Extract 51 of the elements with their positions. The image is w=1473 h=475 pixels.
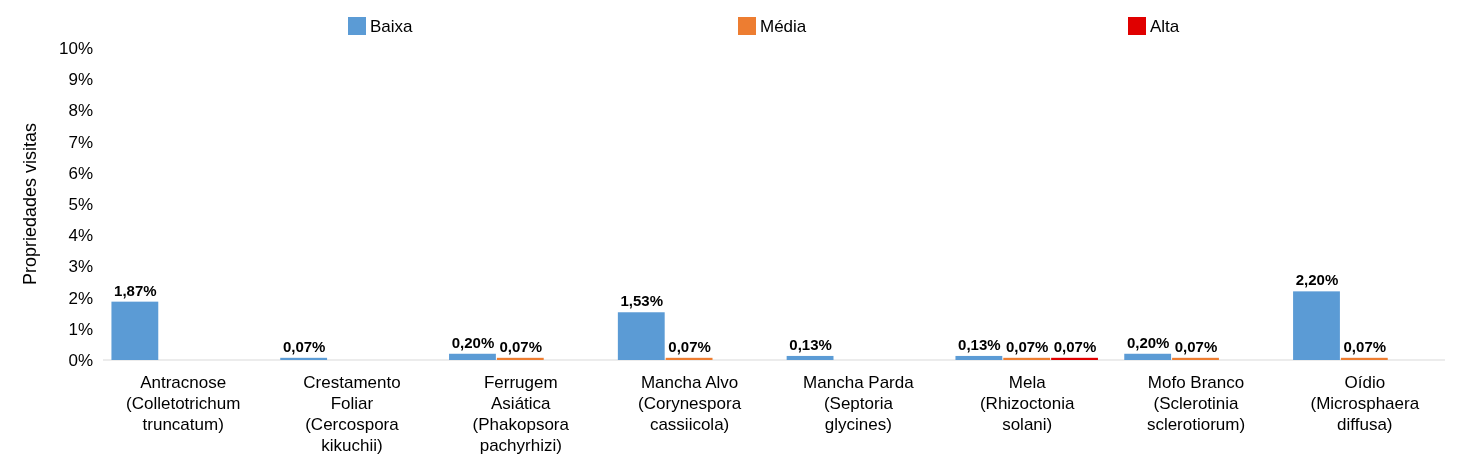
data-label: 2,20% xyxy=(1295,271,1339,289)
y-tick-label: 0% xyxy=(68,350,93,370)
bar xyxy=(1003,357,1051,360)
legend-label: Baixa xyxy=(370,16,414,36)
bar xyxy=(496,357,544,360)
data-label: 0,13% xyxy=(789,335,832,353)
data-label: 0,13% xyxy=(958,335,1001,353)
x-tick-label: Crestamento Foliar (Cercospora kikuchii) xyxy=(303,373,401,455)
bar xyxy=(665,357,713,360)
y-tick-label: 3% xyxy=(68,257,93,277)
y-tick-label: 2% xyxy=(68,288,93,308)
bar xyxy=(955,355,1003,360)
data-label: 1,87% xyxy=(114,281,157,299)
bar xyxy=(617,312,665,360)
data-label: 0,20% xyxy=(451,333,495,351)
data-label: 1,53% xyxy=(620,292,664,310)
bar xyxy=(280,357,328,360)
y-tick-label: 5% xyxy=(68,194,93,214)
bar xyxy=(111,301,159,360)
data-label: 0,07% xyxy=(1053,337,1097,355)
y-axis-title: Propriedades visitas xyxy=(20,122,40,286)
data-label: 0,07% xyxy=(282,337,326,355)
x-tick-label: Mela (Rhizoctonia solani) xyxy=(979,373,1075,434)
y-tick-label: 8% xyxy=(68,101,93,121)
bar xyxy=(449,353,496,360)
y-tick-label: 10% xyxy=(58,38,93,58)
y-tick-label: 6% xyxy=(68,163,93,183)
y-tick-label: 4% xyxy=(68,226,93,246)
x-tick-label: Mancha Parda (Septoria glycines) xyxy=(803,373,915,434)
bar xyxy=(1293,291,1340,360)
y-tick-label: 7% xyxy=(68,132,93,152)
data-label: 0,07% xyxy=(1005,337,1049,355)
data-label: 0,07% xyxy=(668,337,711,355)
y-tick-label: 9% xyxy=(68,70,93,90)
bar xyxy=(1124,353,1172,360)
bar xyxy=(1340,357,1388,360)
x-tick-label: Oídio (Microsphaera diffusa) xyxy=(1310,373,1420,434)
x-tick-label: Ferrugem Asiática (Phakopsora pachyrhizi) xyxy=(472,373,570,455)
bar xyxy=(786,355,834,360)
y-tick-label: 1% xyxy=(68,319,93,339)
data-label: 0,07% xyxy=(499,337,543,355)
bar xyxy=(1051,357,1098,360)
legend-label: Média xyxy=(760,16,807,36)
legend-label: Alta xyxy=(1150,16,1180,36)
x-tick-label: Antracnose (Colletotrichum truncatum) xyxy=(126,373,241,434)
data-label: 0,07% xyxy=(1174,337,1218,355)
data-label: 0,20% xyxy=(1126,333,1170,351)
x-tick-label: Mancha Alvo (Corynespora cassiicola) xyxy=(638,373,742,434)
x-tick-label: Mofo Branco (Sclerotinia sclerotiorum) xyxy=(1146,373,1246,434)
bar xyxy=(1172,357,1219,360)
data-label: 0,07% xyxy=(1343,337,1387,355)
